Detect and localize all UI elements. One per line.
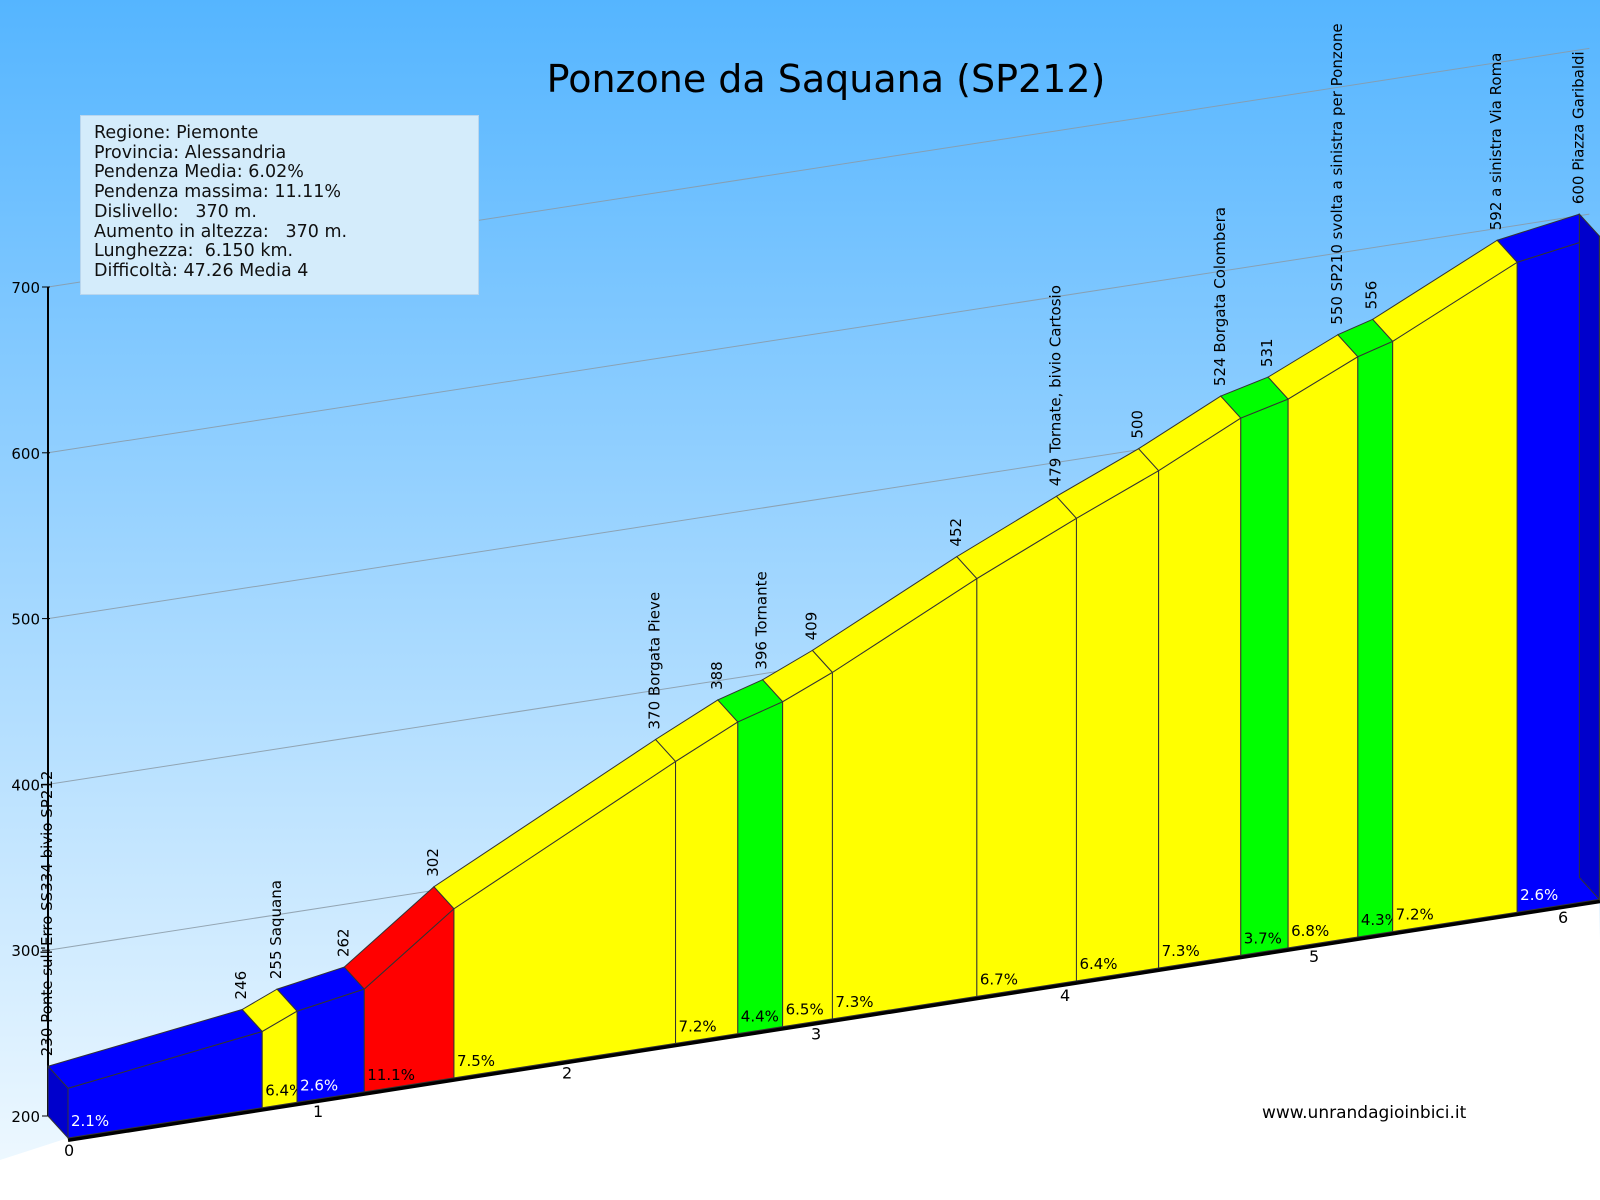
segment-4: 11.1% <box>343 886 455 1093</box>
waypoint-label-17: 592 a sinistra Via Roma <box>1487 53 1505 231</box>
segment-gradient-label-15: 4.3% <box>1361 911 1399 929</box>
y-tick-label-300: 300 <box>11 942 40 960</box>
y-tick-label-600: 600 <box>11 445 40 463</box>
waypoint-label-12: 500 <box>1129 410 1147 439</box>
waypoint-label-4: 262 <box>334 928 352 957</box>
chart-title: Ponzone da Saquana (SP212) <box>547 57 1106 101</box>
x-tick-label-5: 5 <box>1309 947 1319 966</box>
info-regione: Regione: Piemonte <box>94 123 259 143</box>
segment-gradient-label-14: 6.8% <box>1291 922 1329 940</box>
profile-end-face <box>1578 212 1600 901</box>
segment-gradient-label-13: 3.7% <box>1244 929 1282 947</box>
segment-10: 6.7% <box>956 495 1078 997</box>
waypoint-label-1: 230 Ponte sull'Erro SS334 bivio SP212 <box>38 771 56 1057</box>
segment-gradient-label-4: 11.1% <box>367 1066 415 1084</box>
segment-8: 6.5% <box>761 649 834 1028</box>
y-tick-label-400: 400 <box>11 776 40 794</box>
segment-gradient-label-17: 2.6% <box>1520 886 1558 904</box>
segment-face-14 <box>1287 355 1359 949</box>
profile-segments: 2.1%6.4%2.6%11.1%7.5%7.2%4.4% 6.5% 7.3%6.7… <box>47 212 1600 1140</box>
waypoint-label-16: 556 <box>1363 281 1381 310</box>
info-aumento: Aumento in altezza: 370 m. <box>94 221 348 242</box>
segment-gradient-label-7: 4.4% <box>741 1008 779 1026</box>
segment-gradient-label-9: 7.3% <box>835 993 873 1011</box>
segment-3: 2.6% <box>276 966 366 1103</box>
y-tick-label-500: 500 <box>11 611 40 629</box>
waypoint-label-8: 396 Tornante <box>753 571 771 669</box>
segment-gradient-label-8: 6.5% <box>786 1001 824 1019</box>
grid-line-600 <box>47 213 1590 454</box>
segment-face-8 <box>782 671 833 1028</box>
info-pendenza-media: Pendenza Media: 6.02% <box>94 162 304 183</box>
waypoint-label-18: 600 Piazza Garibaldi <box>1569 51 1587 204</box>
segment-14: 6.8% <box>1267 334 1359 949</box>
x-tick-label-3: 3 <box>811 1025 821 1044</box>
segment-11: 6.4% <box>1055 448 1160 982</box>
profile-start-face <box>47 1064 69 1140</box>
segment-gradient-label-1: 2.1% <box>71 1112 109 1130</box>
segment-face-7 <box>737 700 784 1035</box>
segment-face-13 <box>1240 398 1289 956</box>
info-box: Regione: Piemonte Provincia: Alessandria… <box>80 115 479 295</box>
segment-gradient-label-11: 6.4% <box>1079 955 1117 973</box>
waypoint-label-14: 531 <box>1258 338 1276 367</box>
watermark-text: www.unrandagioinbici.it <box>1262 1103 1467 1123</box>
y-tick-label-700: 700 <box>11 279 40 297</box>
waypoint-label-7: 388 <box>708 661 726 690</box>
segment-13: 3.7% <box>1219 376 1289 956</box>
segment-gradient-label-16: 7.2% <box>1396 906 1434 924</box>
segment-face-15 <box>1357 340 1394 938</box>
x-tick-label-1: 1 <box>313 1102 323 1121</box>
segment-gradient-label-3: 2.6% <box>300 1076 338 1094</box>
axes: 200 300 400 500 600 700 0 1 2 3 4 5 6 <box>0 279 1600 1200</box>
waypoint-label-9: 409 <box>802 612 820 641</box>
ground-surface <box>0 899 1600 1200</box>
info-pendenza-massima: Pendenza massima: 11.11% <box>94 182 342 203</box>
segment-6: 7.2% <box>654 699 739 1044</box>
segment-gradient-label-6: 7.2% <box>679 1017 717 1035</box>
y-tick-label-200: 200 <box>11 1108 40 1126</box>
segment-gradient-label-5: 7.5% <box>457 1052 495 1070</box>
info-provincia: Provincia: Alessandria <box>94 142 287 163</box>
segment-face-10 <box>976 517 1077 997</box>
segment-16: 7.2% <box>1371 239 1518 933</box>
segment-face-6 <box>675 721 739 1044</box>
waypoint-label-15: 550 SP210 svolta a sinistra per Ponzone <box>1328 23 1346 324</box>
waypoint-label-11: 479 Tornate, bivio Cartosio <box>1046 285 1064 486</box>
info-difficolta: Difficoltà: 47.26 Media 4 <box>94 260 309 281</box>
x-tick-label-4: 4 <box>1060 986 1070 1005</box>
segment-face-11 <box>1075 469 1160 982</box>
waypoint-label-2: 246 <box>232 971 250 1000</box>
waypoint-label-6: 370 Borgata Pieve <box>646 592 664 730</box>
waypoint-label-10: 452 <box>947 518 965 547</box>
segment-gradient-label-12: 7.3% <box>1162 942 1200 960</box>
distance-baseline <box>67 899 1600 1142</box>
waypoint-label-3: 255 Saquana <box>267 880 285 979</box>
waypoint-label-5: 302 <box>424 848 442 877</box>
info-dislivello: Dislivello: 370 m. <box>94 201 257 222</box>
info-lunghezza: Lunghezza: 6.150 km. <box>94 241 294 262</box>
waypoint-label-13: 524 Borgata Colombera <box>1211 207 1229 386</box>
segment-face-16 <box>1392 261 1518 933</box>
labels: 230 Ponte sull'Erro SS334 bivio SP212 246… <box>38 23 1587 1056</box>
segment-gradient-label-10: 6.7% <box>980 970 1018 988</box>
x-tick-label-0: 0 <box>64 1141 74 1160</box>
segment-gradient-label-2: 6.4% <box>265 1082 303 1100</box>
segment-face-12 <box>1158 417 1242 969</box>
x-tick-label-2: 2 <box>562 1063 572 1082</box>
x-tick-label-6: 6 <box>1558 908 1568 927</box>
segment-7: 4.4% <box>716 679 784 1035</box>
